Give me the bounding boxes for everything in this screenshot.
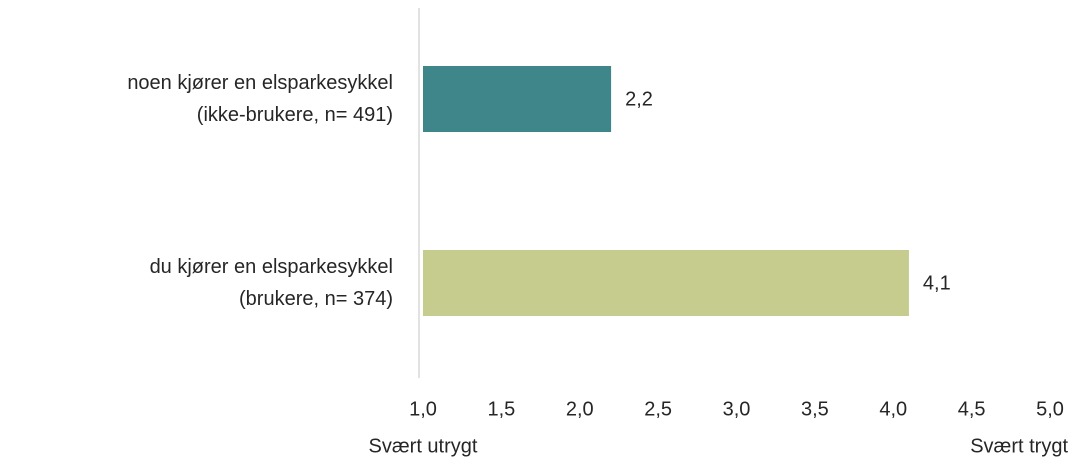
x-tick-label: 4,0 bbox=[879, 398, 907, 420]
bar bbox=[423, 66, 612, 132]
scale-label-low: Svært utrygt bbox=[369, 435, 478, 457]
x-tick-label: 3,5 bbox=[801, 398, 829, 420]
x-tick-label: 1,0 bbox=[409, 398, 437, 420]
category-label: du kjører en elsparkesykkel (brukere, n=… bbox=[149, 256, 393, 310]
x-tick-label: 2,0 bbox=[566, 398, 594, 420]
bar bbox=[423, 250, 909, 316]
value-label: 2,2 bbox=[625, 88, 653, 110]
x-tick-label: 1,5 bbox=[487, 398, 515, 420]
category-label: noen kjører en elsparkesykkel (ikke-bruk… bbox=[127, 72, 393, 126]
scale-label-high: Svært trygt bbox=[970, 435, 1068, 457]
x-tick-label: 3,0 bbox=[723, 398, 751, 420]
value-label: 4,1 bbox=[923, 272, 951, 294]
x-tick-label: 5,0 bbox=[1036, 398, 1064, 420]
x-tick-label: 4,5 bbox=[958, 398, 986, 420]
x-tick-label: 2,5 bbox=[644, 398, 672, 420]
